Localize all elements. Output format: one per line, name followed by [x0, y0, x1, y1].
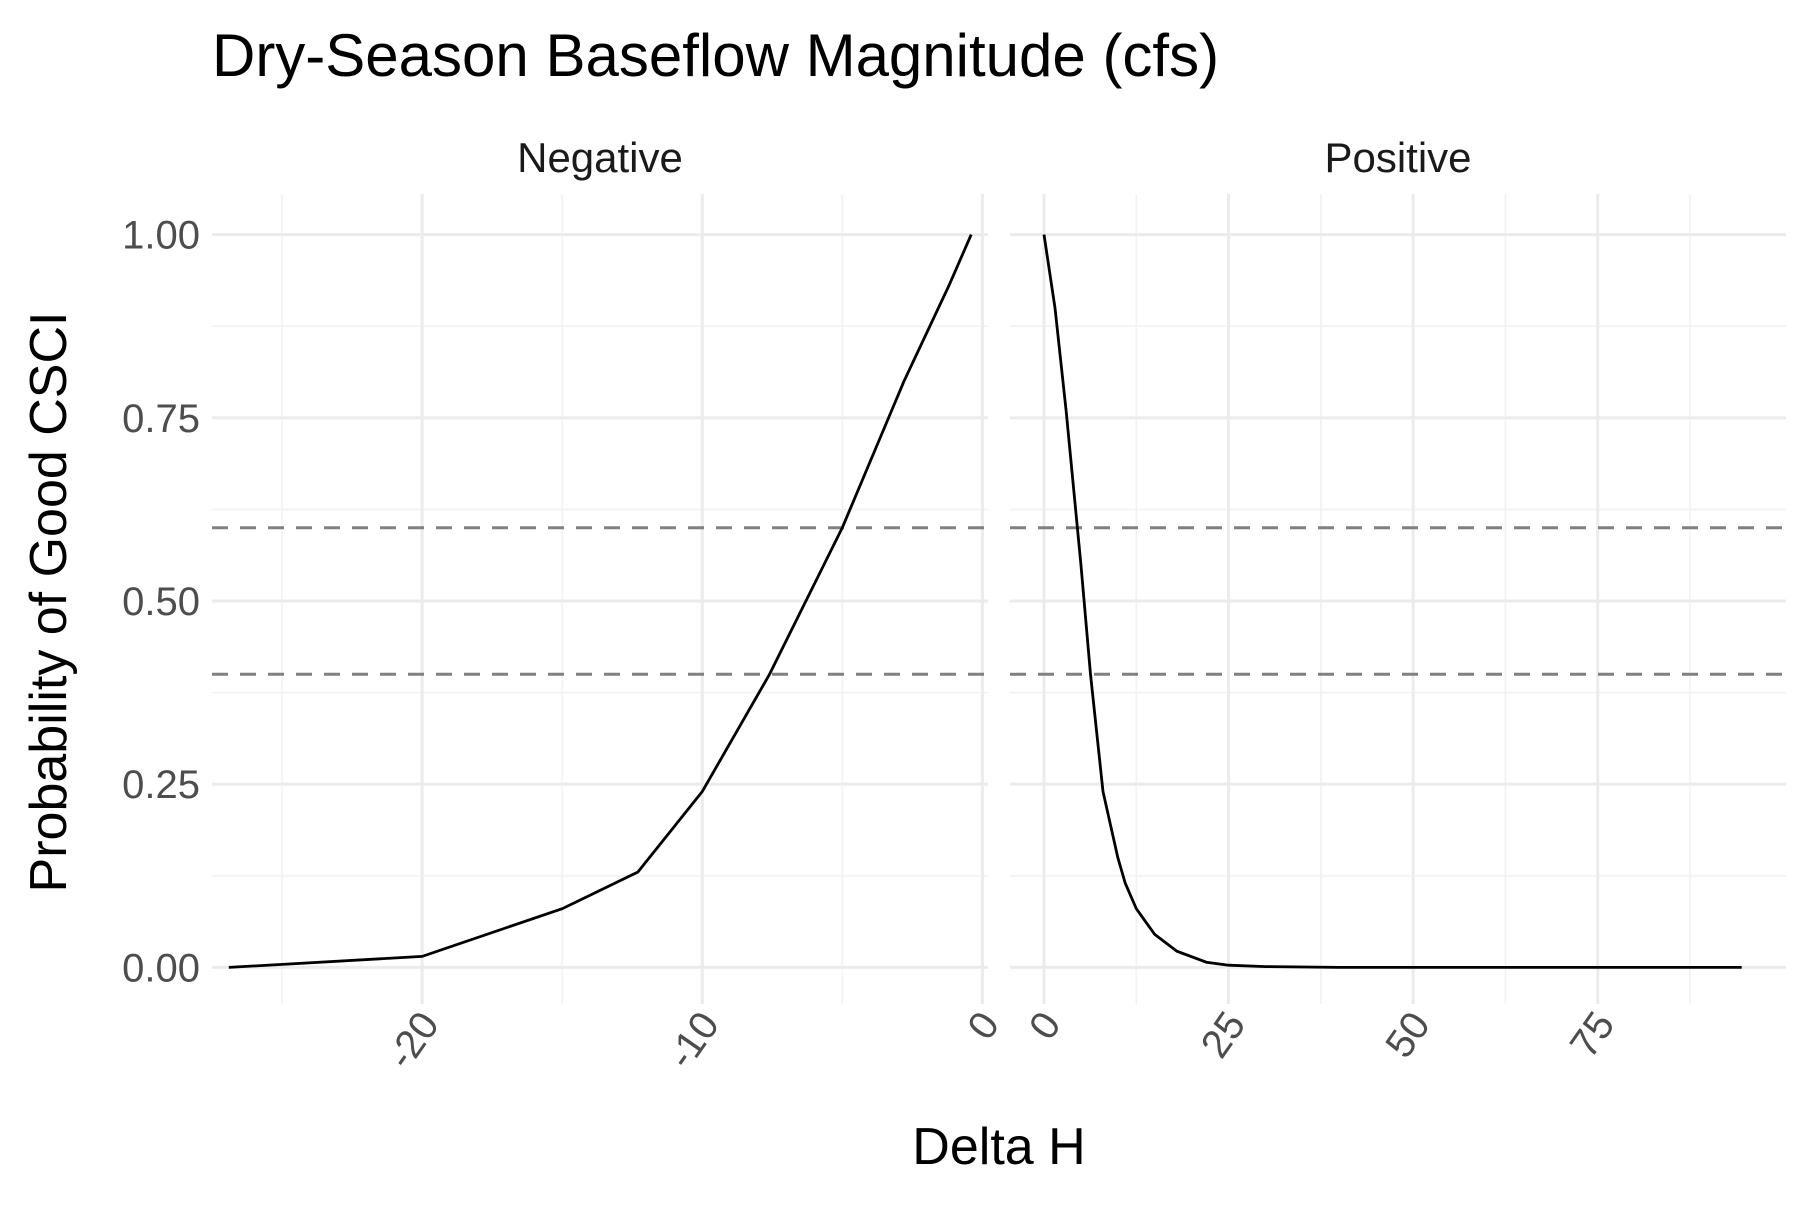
- x-tick-label: 75: [1562, 1004, 1624, 1066]
- y-tick-label: 0.75: [122, 397, 200, 441]
- x-tick-label: 0: [959, 1004, 1008, 1047]
- x-tick-label: -20: [379, 1004, 448, 1077]
- x-tick-label: 0: [1021, 1004, 1070, 1047]
- y-tick-label: 0.50: [122, 580, 200, 624]
- x-tick-label: 25: [1193, 1004, 1255, 1066]
- x-tick-label: 50: [1377, 1004, 1439, 1066]
- facet-label-positive: Positive: [1324, 134, 1471, 181]
- panel-negative: Negative -20 -10 0: [212, 134, 1008, 1077]
- y-axis-title: Probability of Good CSCI: [20, 312, 78, 893]
- y-tick-label: 0.25: [122, 763, 200, 807]
- panel-positive: Positive 0 25 50 75: [1010, 134, 1786, 1066]
- y-tick-label: 1.00: [122, 214, 200, 258]
- y-tick-label: 0.00: [122, 946, 200, 990]
- x-tick-label: -10: [659, 1004, 728, 1077]
- series-line-positive: [1042, 234, 1742, 969]
- x-axis-title: Delta H: [912, 1118, 1085, 1176]
- facet-label-negative: Negative: [517, 134, 683, 181]
- chart-title: Dry-Season Baseflow Magnitude (cfs): [212, 22, 1219, 89]
- series-line-negative: [228, 234, 973, 969]
